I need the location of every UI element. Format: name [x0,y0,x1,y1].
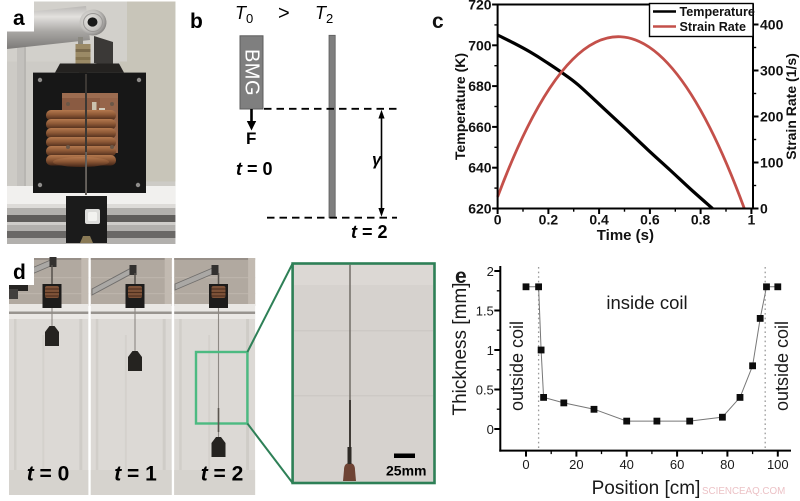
svg-text:620: 620 [468,201,492,217]
svg-text:1: 1 [748,212,756,228]
svg-text:BMG: BMG [241,49,263,96]
svg-text:b: b [190,10,203,33]
svg-text:Temperature (K): Temperature (K) [452,53,468,160]
svg-text:Strain Rate (1/s): Strain Rate (1/s) [783,53,799,160]
svg-text:0: 0 [760,201,768,217]
svg-text:0: 0 [522,457,529,472]
svg-text:T: T [235,3,248,23]
svg-text:0: 0 [487,422,494,437]
svg-text:Temperature: Temperature [680,5,755,19]
svg-text:a: a [13,7,25,30]
svg-text:660: 660 [468,119,492,135]
svg-text:0.4: 0.4 [589,212,609,228]
svg-text:Thickness [mm]: Thickness [mm] [450,282,471,415]
svg-text:400: 400 [760,17,784,33]
svg-text:1.5: 1.5 [476,303,494,318]
svg-text:20: 20 [569,457,583,472]
svg-text:c: c [432,10,444,33]
svg-text:25mm: 25mm [386,463,426,479]
svg-text:d: d [13,261,26,284]
svg-text:2: 2 [487,264,494,279]
svg-text:outside coil: outside coil [772,321,792,411]
svg-text:outside coil: outside coil [507,321,527,411]
svg-text:300: 300 [760,63,784,79]
svg-text:T: T [315,3,328,23]
svg-text:Position [cm]: Position [cm] [592,478,701,499]
svg-text:t = 0: t = 0 [27,463,70,486]
svg-text:t = 0: t = 0 [236,159,273,179]
svg-text:t = 2: t = 2 [351,222,388,242]
svg-text:100: 100 [767,457,789,472]
svg-text:>: > [278,3,290,25]
svg-text:F: F [246,129,256,148]
svg-text:SCIENCEAQ.COM: SCIENCEAQ.COM [702,486,785,497]
svg-text:t = 1: t = 1 [114,463,157,486]
svg-text:200: 200 [760,109,784,125]
svg-text:Strain Rate: Strain Rate [680,20,747,34]
svg-text:100: 100 [760,155,784,171]
svg-text:Time (s): Time (s) [597,227,654,244]
svg-text:1: 1 [487,343,494,358]
svg-text:40: 40 [619,457,633,472]
svg-text:700: 700 [468,37,492,53]
svg-text:680: 680 [468,78,492,94]
svg-text:720: 720 [468,0,492,13]
svg-text:0: 0 [494,212,502,228]
svg-text:0.2: 0.2 [539,212,559,228]
svg-text:0.6: 0.6 [640,212,660,228]
svg-text:0.5: 0.5 [476,382,494,397]
svg-text:γ: γ [372,150,383,169]
svg-text:640: 640 [468,160,492,176]
svg-text:0.8: 0.8 [691,212,711,228]
svg-text:2: 2 [326,11,333,26]
svg-text:60: 60 [670,457,684,472]
svg-text:0: 0 [246,11,253,26]
svg-text:e: e [455,265,467,288]
svg-text:inside coil: inside coil [606,292,687,313]
svg-text:80: 80 [720,457,734,472]
svg-text:t = 2: t = 2 [201,463,244,486]
